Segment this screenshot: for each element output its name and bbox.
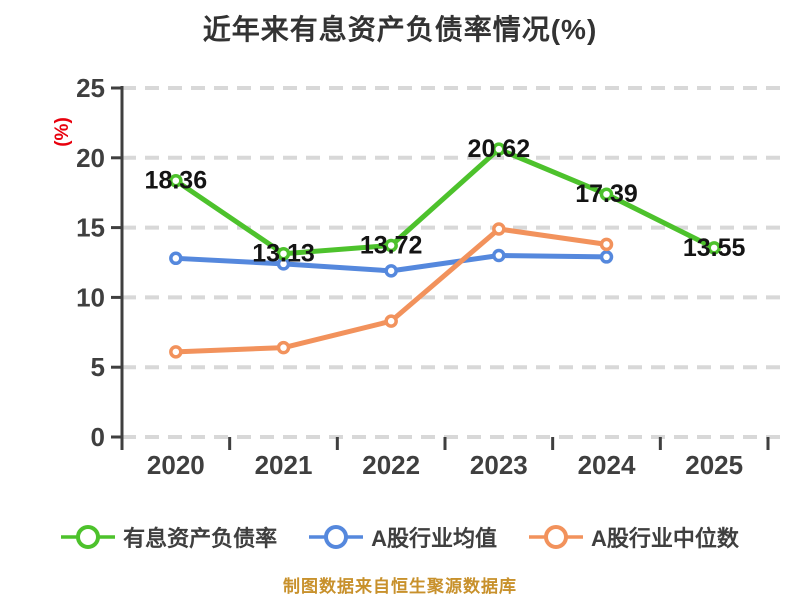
data-point [492,222,506,236]
x-tick-label: 2024 [578,450,636,480]
x-tick-label: 2025 [685,450,743,480]
data-point [599,237,614,252]
legend-marker-icon [529,525,583,549]
y-tick-label: 5 [91,352,105,382]
legend-item: A股行业均值 [309,521,497,553]
data-point [169,345,183,359]
x-tick-label: 2020 [147,450,205,480]
data-point [169,173,183,188]
legend-item-label: 有息资产负债率 [123,526,278,551]
data-point [169,251,183,266]
legend-item-label: A股行业均值 [371,526,497,551]
data-point-label: 18.36 [145,167,208,195]
x-tick-label: 2023 [470,450,528,480]
legend-marker-icon [309,525,364,549]
data-point [707,241,721,255]
y-tick-label: 0 [91,422,105,452]
data-point [492,142,506,156]
y-tick-label: 20 [76,143,105,173]
series-line-0 [173,146,717,257]
data-point [384,264,398,278]
y-tick-label: 25 [76,73,105,103]
data-point-label: 13.13 [252,240,315,268]
x-tick-label: 2021 [255,450,313,480]
y-tick-label: 15 [76,213,105,243]
data-point-label: 17.39 [575,180,638,208]
data-point-label: 13.72 [360,231,423,259]
chart-legend: 有息资产负债率 A股行业均值 A股行业中位数 [0,521,800,553]
legend-marker-icon [61,525,116,549]
data-point [384,238,398,253]
y-tick-label: 10 [76,282,105,312]
data-point [599,187,614,201]
chart-title: 近年来有息资产负债率情况(%) [202,14,598,45]
data-point [599,250,614,264]
x-tick-label: 2022 [362,450,420,480]
data-point [276,246,291,261]
legend-item-label: A股行业中位数 [591,526,739,551]
data-point [492,248,506,263]
data-point [384,314,398,328]
data-point-label: 13.55 [683,234,746,262]
data-point [276,340,291,355]
data-point-label: 20.62 [468,135,531,163]
legend-item: A股行业中位数 [529,521,739,553]
legend-item: 有息资产负债率 [61,521,277,553]
chart-footer-credit: 制图数据来自恒生聚源数据库 [283,577,517,596]
